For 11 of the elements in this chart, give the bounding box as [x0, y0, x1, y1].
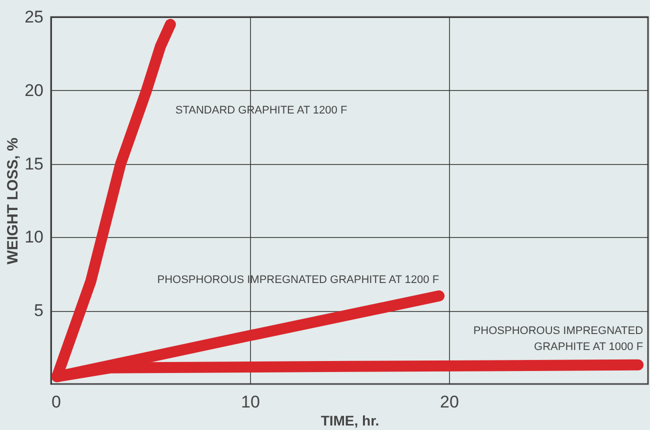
y-tick-label: 25	[24, 8, 44, 26]
y-tick-label: 5	[34, 301, 44, 320]
y-tick-label: 15	[24, 154, 44, 174]
series-label: PHOSPHOROUS IMPREGNATED GRAPHITE AT 1000 F	[473, 324, 644, 353]
y-axis-title: WEIGHT LOSS, %	[4, 138, 22, 264]
x-tick-label: 0	[52, 392, 61, 412]
x-tick-label: 10	[241, 392, 260, 412]
x-axis-title: TIME, hr.	[320, 412, 380, 428]
y-tick-label: 10	[24, 228, 44, 247]
x-tick-label: 20	[440, 392, 459, 412]
y-tick-label: 20	[24, 80, 44, 100]
